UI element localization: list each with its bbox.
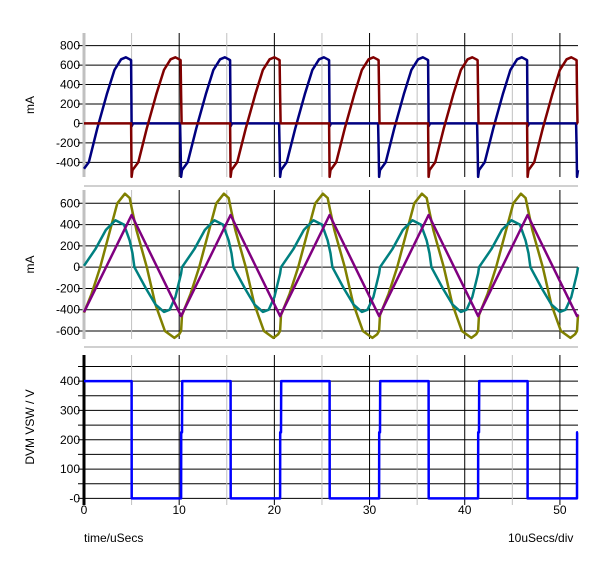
- y-tick-label: 300: [60, 403, 80, 417]
- y-tick-label: 800: [60, 39, 80, 53]
- x-tick-label: 40: [458, 503, 472, 517]
- x-axis-label: time/uSecs: [84, 531, 144, 545]
- y-tick-label: -600: [56, 324, 80, 338]
- labels: -400-2000200400600800mA-600-400-20002004…: [23, 39, 567, 517]
- y-tick-label: -200: [56, 136, 80, 150]
- x-tick-label: 50: [553, 503, 567, 517]
- y-tick-label: -0: [69, 491, 80, 505]
- y-axis-label: DVM VSW / V: [23, 389, 37, 464]
- y-axis-label: mA: [23, 96, 37, 114]
- x-tick-label: 0: [81, 503, 88, 517]
- series-current-a: [82, 56, 580, 179]
- x-tick-label: 30: [363, 503, 377, 517]
- y-tick-label: 600: [60, 58, 80, 72]
- y-tick-label: -400: [56, 303, 80, 317]
- y-tick-label: 200: [60, 97, 80, 111]
- x-tick-label: 10: [173, 503, 187, 517]
- y-tick-label: 0: [73, 116, 80, 130]
- series-vsw: [84, 379, 579, 500]
- y-tick-label: 600: [60, 196, 80, 210]
- y-tick-label: 0: [73, 260, 80, 274]
- traces: [82, 56, 580, 500]
- y-tick-label: 100: [60, 462, 80, 476]
- series-current-e: [82, 213, 580, 318]
- series-current-b: [84, 56, 579, 179]
- x-scale-label: 10uSecs/div: [508, 531, 574, 545]
- y-tick-label: 200: [60, 433, 80, 447]
- y-tick-label: -200: [56, 281, 80, 295]
- x-tick-label: 20: [268, 503, 282, 517]
- y-tick-label: 400: [60, 374, 80, 388]
- y-tick-label: 400: [60, 78, 80, 92]
- y-tick-label: 400: [60, 218, 80, 232]
- y-axis-label: mA: [23, 256, 37, 274]
- y-tick-label: 200: [60, 239, 80, 253]
- y-tick-label: -400: [56, 155, 80, 169]
